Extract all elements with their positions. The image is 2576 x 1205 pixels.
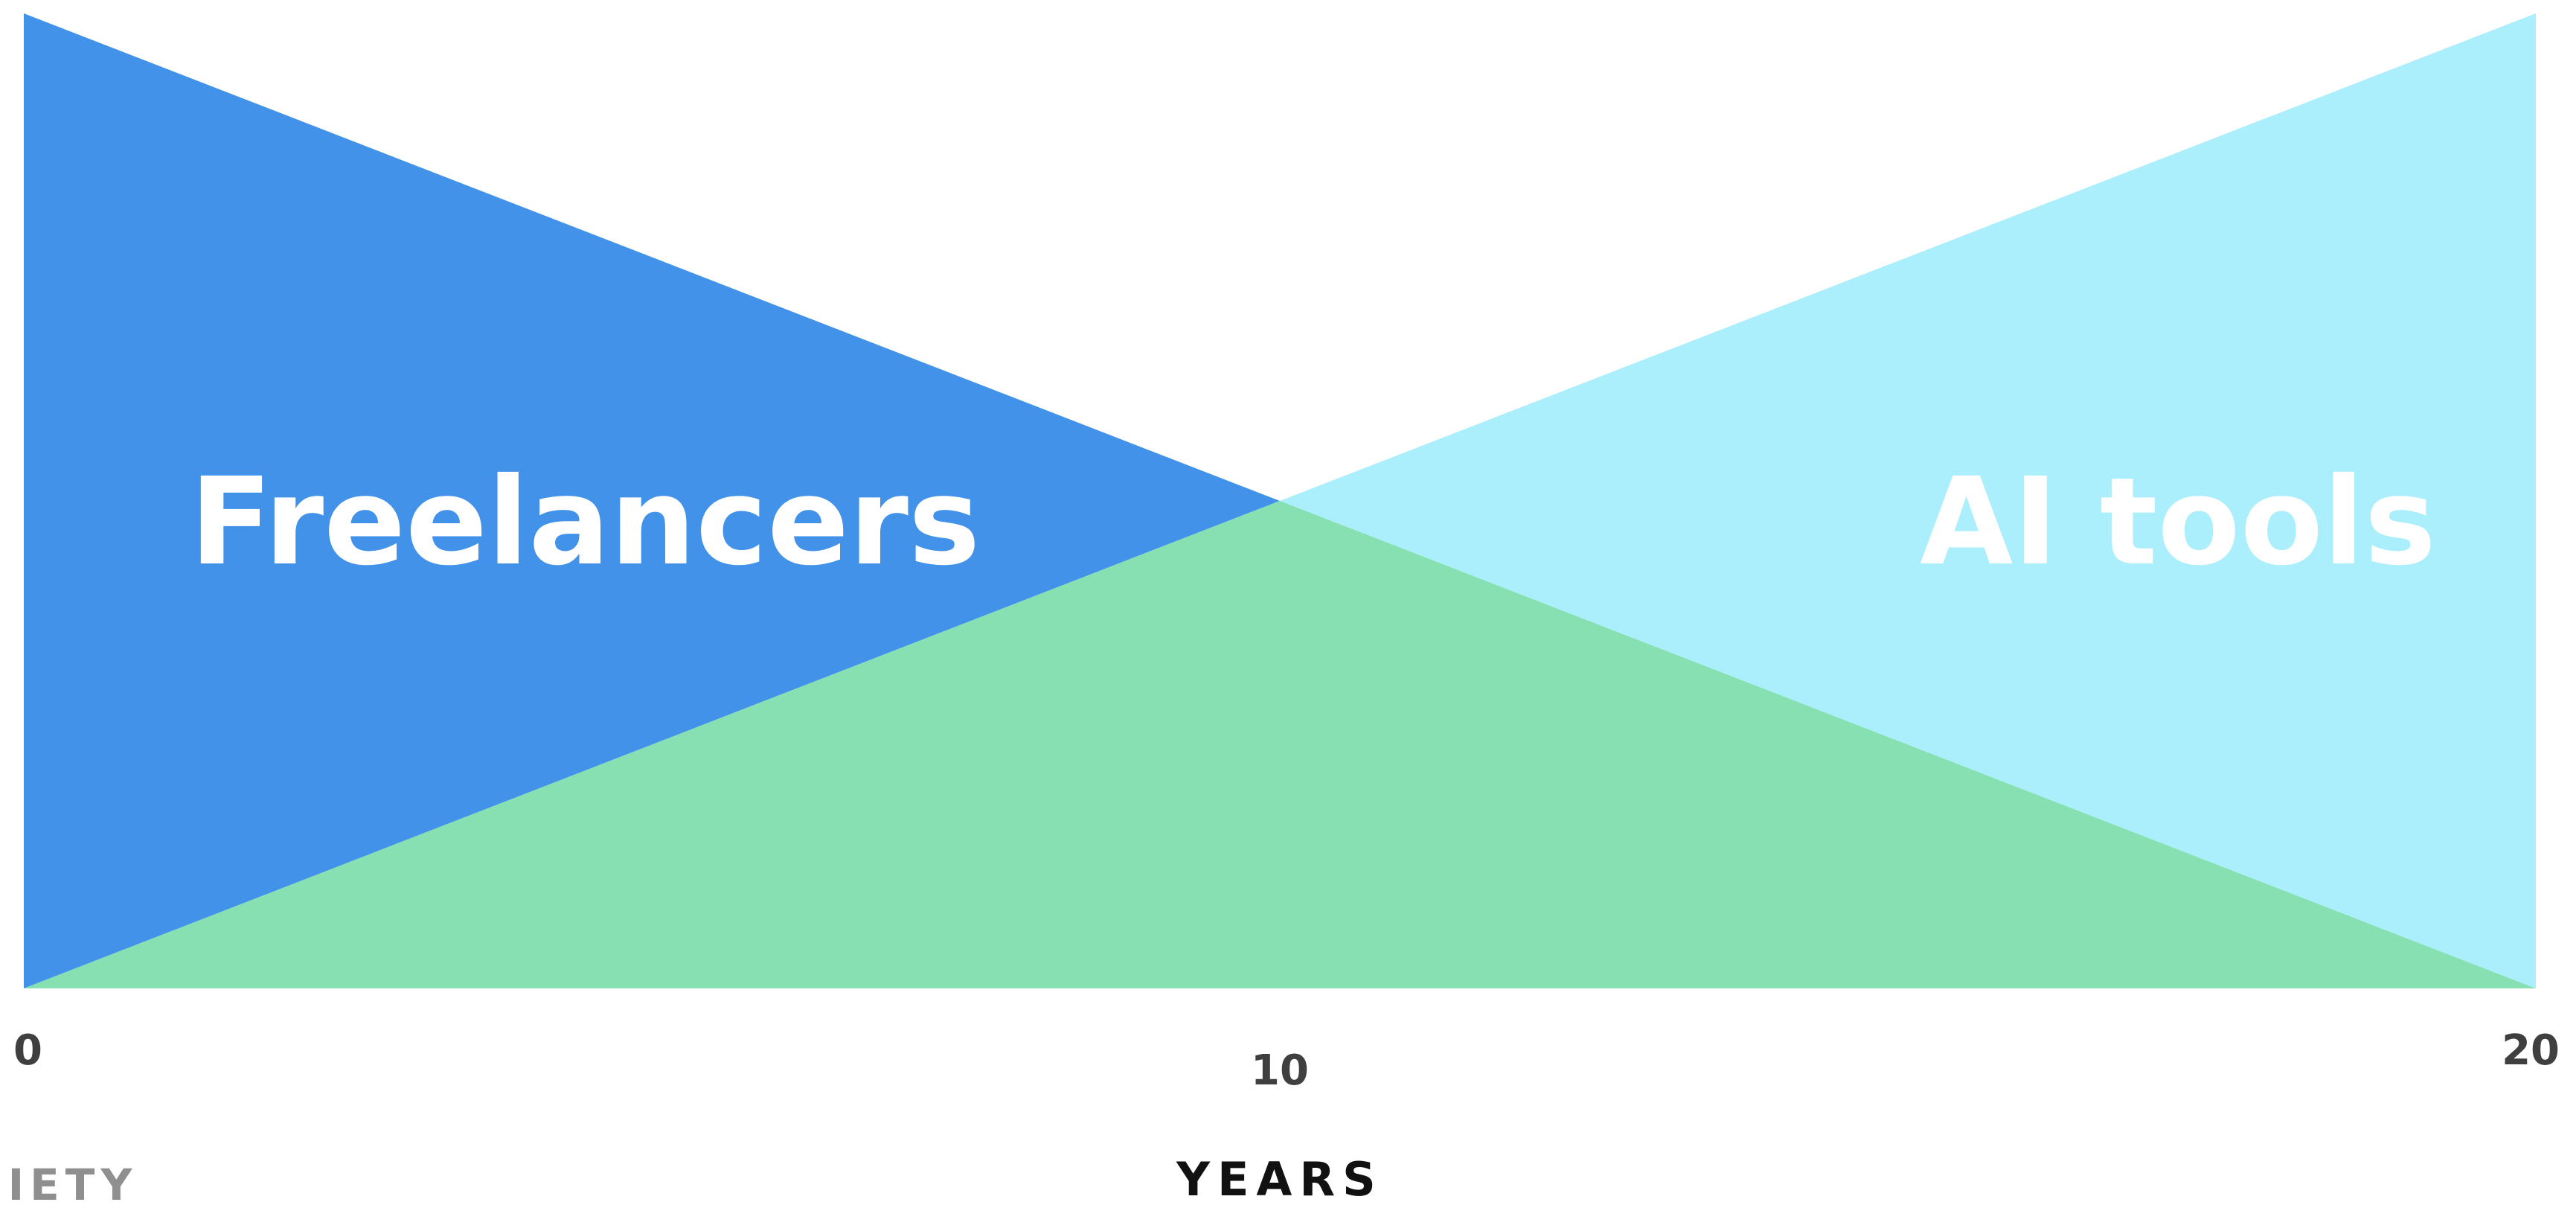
- series-area-freelancers: [24, 13, 1280, 988]
- series-area-ai-tools: [1280, 13, 2536, 988]
- series-label-freelancers: Freelancers: [190, 453, 980, 592]
- x-tick-label: 20: [2502, 1026, 2560, 1075]
- overlap-area: [24, 501, 2536, 988]
- source-label-fragment: CIETY: [0, 1160, 138, 1205]
- plot-area: [24, 13, 2536, 988]
- x-tick-label: 10: [1251, 1046, 1309, 1095]
- series-label-ai-tools: AI tools: [1920, 453, 2436, 592]
- x-axis-title: YEARS: [1176, 1152, 1383, 1205]
- x-tick-label: 0: [13, 1026, 42, 1075]
